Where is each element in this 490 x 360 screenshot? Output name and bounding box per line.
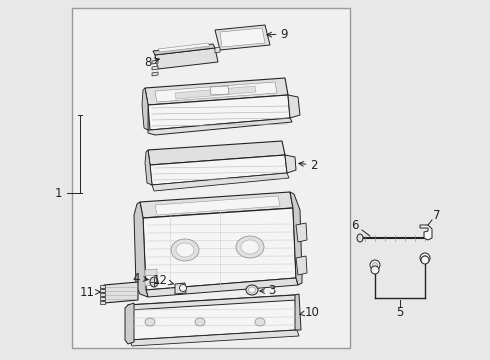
Polygon shape [146, 278, 298, 297]
Polygon shape [145, 88, 148, 130]
Polygon shape [215, 47, 220, 53]
Polygon shape [295, 294, 301, 330]
Text: 3: 3 [260, 284, 275, 297]
Polygon shape [210, 86, 229, 95]
Polygon shape [153, 44, 215, 55]
Polygon shape [175, 283, 186, 294]
Ellipse shape [370, 260, 380, 270]
Polygon shape [152, 173, 289, 191]
Polygon shape [145, 269, 157, 276]
Ellipse shape [255, 318, 265, 326]
Ellipse shape [357, 234, 363, 242]
Ellipse shape [372, 262, 377, 267]
Polygon shape [155, 196, 280, 215]
Ellipse shape [246, 285, 258, 295]
Polygon shape [140, 192, 293, 218]
Polygon shape [152, 66, 158, 70]
Polygon shape [134, 202, 148, 297]
Text: 2: 2 [299, 158, 318, 171]
Ellipse shape [421, 256, 429, 264]
Polygon shape [175, 86, 256, 99]
Ellipse shape [422, 256, 427, 261]
Ellipse shape [420, 253, 430, 263]
Ellipse shape [241, 240, 259, 254]
Ellipse shape [371, 266, 379, 274]
Polygon shape [148, 150, 152, 185]
Ellipse shape [176, 243, 194, 257]
Polygon shape [148, 95, 290, 130]
Ellipse shape [248, 287, 255, 293]
Text: 11: 11 [80, 285, 100, 298]
Polygon shape [128, 295, 297, 340]
Text: 5: 5 [396, 306, 404, 319]
Polygon shape [104, 282, 138, 303]
Ellipse shape [171, 239, 199, 261]
Polygon shape [142, 88, 148, 130]
Polygon shape [100, 285, 105, 288]
Text: 9: 9 [267, 27, 288, 41]
Polygon shape [100, 297, 105, 300]
Polygon shape [152, 72, 158, 76]
Polygon shape [145, 150, 152, 185]
Polygon shape [100, 301, 105, 304]
Polygon shape [290, 192, 302, 285]
Polygon shape [296, 256, 307, 275]
Polygon shape [288, 95, 300, 118]
Ellipse shape [145, 318, 155, 326]
Text: 12: 12 [153, 274, 173, 287]
Polygon shape [128, 295, 297, 310]
Polygon shape [143, 208, 296, 290]
Polygon shape [130, 330, 299, 346]
Polygon shape [145, 279, 157, 286]
Polygon shape [155, 48, 218, 69]
Ellipse shape [195, 318, 205, 326]
Polygon shape [215, 25, 270, 50]
Polygon shape [148, 141, 285, 165]
Bar [72, 8, 350, 348]
Polygon shape [155, 82, 277, 102]
Polygon shape [296, 223, 307, 242]
Polygon shape [285, 155, 296, 173]
Text: 6: 6 [351, 219, 359, 231]
Polygon shape [145, 78, 288, 105]
Ellipse shape [236, 236, 264, 258]
Polygon shape [148, 118, 292, 135]
Ellipse shape [179, 284, 187, 292]
Polygon shape [220, 28, 265, 47]
Text: 10: 10 [300, 306, 320, 319]
Polygon shape [100, 289, 105, 292]
Text: 8: 8 [145, 55, 159, 68]
Polygon shape [158, 43, 210, 52]
Text: 4: 4 [132, 271, 148, 284]
Ellipse shape [150, 277, 158, 287]
Polygon shape [152, 60, 158, 64]
Polygon shape [420, 225, 432, 240]
Text: 1: 1 [54, 186, 62, 199]
Polygon shape [125, 303, 134, 344]
Text: 7: 7 [433, 208, 441, 221]
Polygon shape [100, 293, 105, 296]
Polygon shape [150, 155, 287, 185]
